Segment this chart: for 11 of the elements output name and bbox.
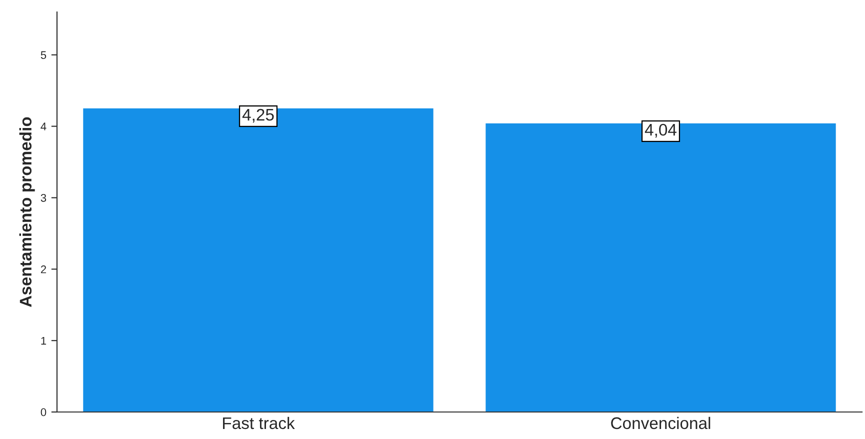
y-tick-label: 5 bbox=[40, 51, 46, 59]
y-axis-title: Asentamiento promedio bbox=[19, 117, 35, 307]
y-tick-label: 2 bbox=[40, 265, 46, 274]
y-tick-label: 1 bbox=[41, 336, 46, 345]
y-tick-label: 3 bbox=[40, 194, 46, 202]
x-tick-label: Convencional bbox=[611, 416, 710, 430]
data-label: 4,04 bbox=[644, 124, 676, 138]
data-label: 4,25 bbox=[242, 108, 274, 123]
y-tick-label: 0 bbox=[40, 408, 46, 416]
x-tick-label: Fast track bbox=[223, 416, 295, 430]
y-tick-label: 4 bbox=[40, 122, 46, 130]
